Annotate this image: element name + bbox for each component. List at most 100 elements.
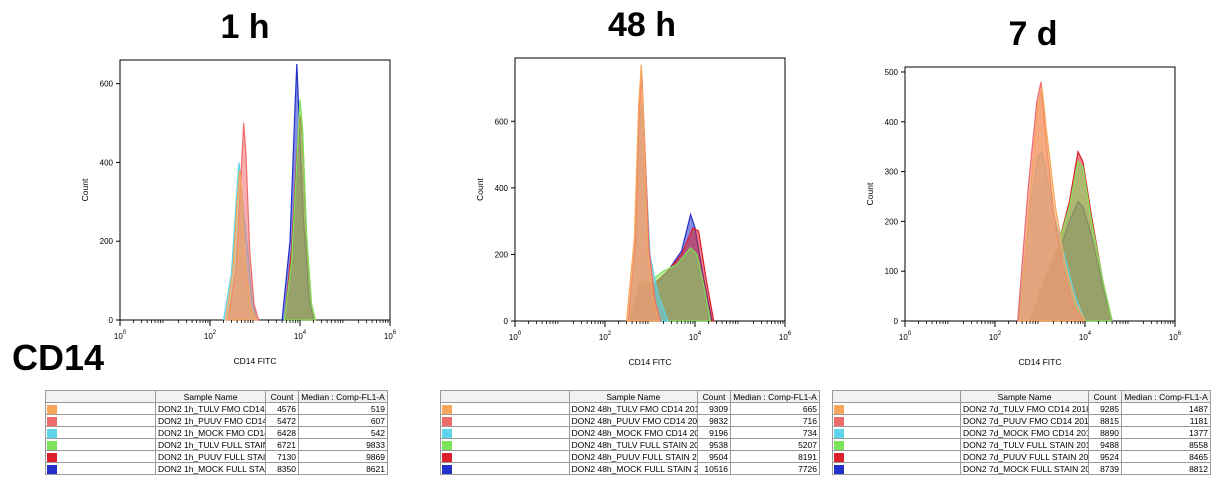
legend-count: 9832 bbox=[697, 414, 731, 427]
y-tick-label: 600 bbox=[495, 117, 509, 126]
histogram-area-tulv-fmo bbox=[625, 64, 660, 322]
y-tick-label: 0 bbox=[109, 316, 114, 325]
histogram-area-tulv-full bbox=[283, 99, 317, 321]
legend-header-swatch bbox=[832, 390, 961, 403]
y-tick-label: 300 bbox=[885, 168, 899, 177]
legend-median: 9833 bbox=[298, 438, 388, 451]
legend-header-sample: Sample Name bbox=[568, 390, 698, 403]
histogram-area-tulv-fmo bbox=[1018, 86, 1086, 322]
plot-title-48h: 48 h bbox=[607, 6, 677, 44]
legend-count: 8739 bbox=[1088, 462, 1122, 475]
histogram-48h: 0 200 400 600 100 102 104 106 CD14 FITC Count bbox=[475, 57, 792, 367]
y-tick-label: 200 bbox=[100, 237, 114, 246]
legend-count: 8815 bbox=[1088, 414, 1122, 427]
legend-table-7d: Sample Name Count Median : Comp-FL1-A DON2 … bbox=[832, 390, 1211, 475]
y-axis-label: Count bbox=[865, 182, 875, 205]
x-tick-label: 104 bbox=[294, 330, 307, 341]
legend-header-sample: Sample Name bbox=[155, 390, 266, 403]
legend-swatch bbox=[834, 440, 844, 450]
legend-median: 607 bbox=[298, 414, 388, 427]
legend-header-count: Count bbox=[265, 390, 299, 403]
y-tick-label: 400 bbox=[100, 158, 114, 167]
x-tick-label: 104 bbox=[689, 331, 702, 342]
legend-median: 8465 bbox=[1121, 450, 1211, 463]
x-tick-label: 104 bbox=[1079, 331, 1092, 342]
legend-swatch bbox=[47, 428, 57, 438]
x-tick-label: 106 bbox=[384, 330, 397, 341]
legend-count: 9488 bbox=[1088, 438, 1122, 451]
y-tick-label: 0 bbox=[504, 317, 509, 326]
legend-swatch bbox=[47, 452, 57, 462]
legend-swatch bbox=[442, 452, 452, 462]
legend-swatch bbox=[442, 464, 452, 474]
legend-median: 8812 bbox=[1121, 462, 1211, 475]
legend-swatch bbox=[834, 452, 844, 462]
legend-table-1h: Sample Name Count Median : Comp-FL1-A DON2 … bbox=[45, 390, 388, 475]
legend-count: 8350 bbox=[265, 462, 299, 475]
legend-count: 5472 bbox=[265, 414, 299, 427]
legend-count: 9285 bbox=[1088, 402, 1122, 415]
legend-swatch bbox=[47, 464, 57, 474]
legend-count: 8890 bbox=[1088, 426, 1122, 439]
plot-title-7d: 7 d bbox=[1008, 15, 1058, 53]
legend-median: 7726 bbox=[730, 462, 820, 475]
legend-median: 665 bbox=[730, 402, 820, 415]
legend-header-swatch bbox=[440, 390, 570, 403]
x-axis-label: CD14 FITC bbox=[234, 356, 277, 366]
x-tick-label: 106 bbox=[1169, 331, 1182, 342]
legend-count: 9309 bbox=[697, 402, 731, 415]
y-tick-label: 200 bbox=[495, 250, 509, 259]
legend-swatch bbox=[47, 416, 57, 426]
x-tick-label: 102 bbox=[204, 330, 217, 341]
legend-count: 7130 bbox=[265, 450, 299, 463]
legend-header-median: Median : Comp-FL1-A bbox=[1121, 390, 1211, 403]
legend-median: 519 bbox=[298, 402, 388, 415]
legend-header-sample: Sample Name bbox=[960, 390, 1089, 403]
legend-median: 8191 bbox=[730, 450, 820, 463]
legend-header-count: Count bbox=[1088, 390, 1122, 403]
legend-count: 6721 bbox=[265, 438, 299, 451]
legend-count: 4576 bbox=[265, 402, 299, 415]
x-tick-label: 106 bbox=[779, 331, 792, 342]
legend-count: 9524 bbox=[1088, 450, 1122, 463]
legend-swatch bbox=[47, 404, 57, 414]
legend-swatch bbox=[442, 416, 452, 426]
legend-median: 1181 bbox=[1121, 414, 1211, 427]
x-axis-label: CD14 FITC bbox=[629, 357, 672, 367]
legend-swatch bbox=[47, 440, 57, 450]
x-tick-label: 102 bbox=[989, 331, 1002, 342]
legend-swatch bbox=[442, 440, 452, 450]
legend-median: 716 bbox=[730, 414, 820, 427]
y-tick-label: 0 bbox=[894, 317, 899, 326]
y-tick-label: 600 bbox=[100, 80, 114, 89]
